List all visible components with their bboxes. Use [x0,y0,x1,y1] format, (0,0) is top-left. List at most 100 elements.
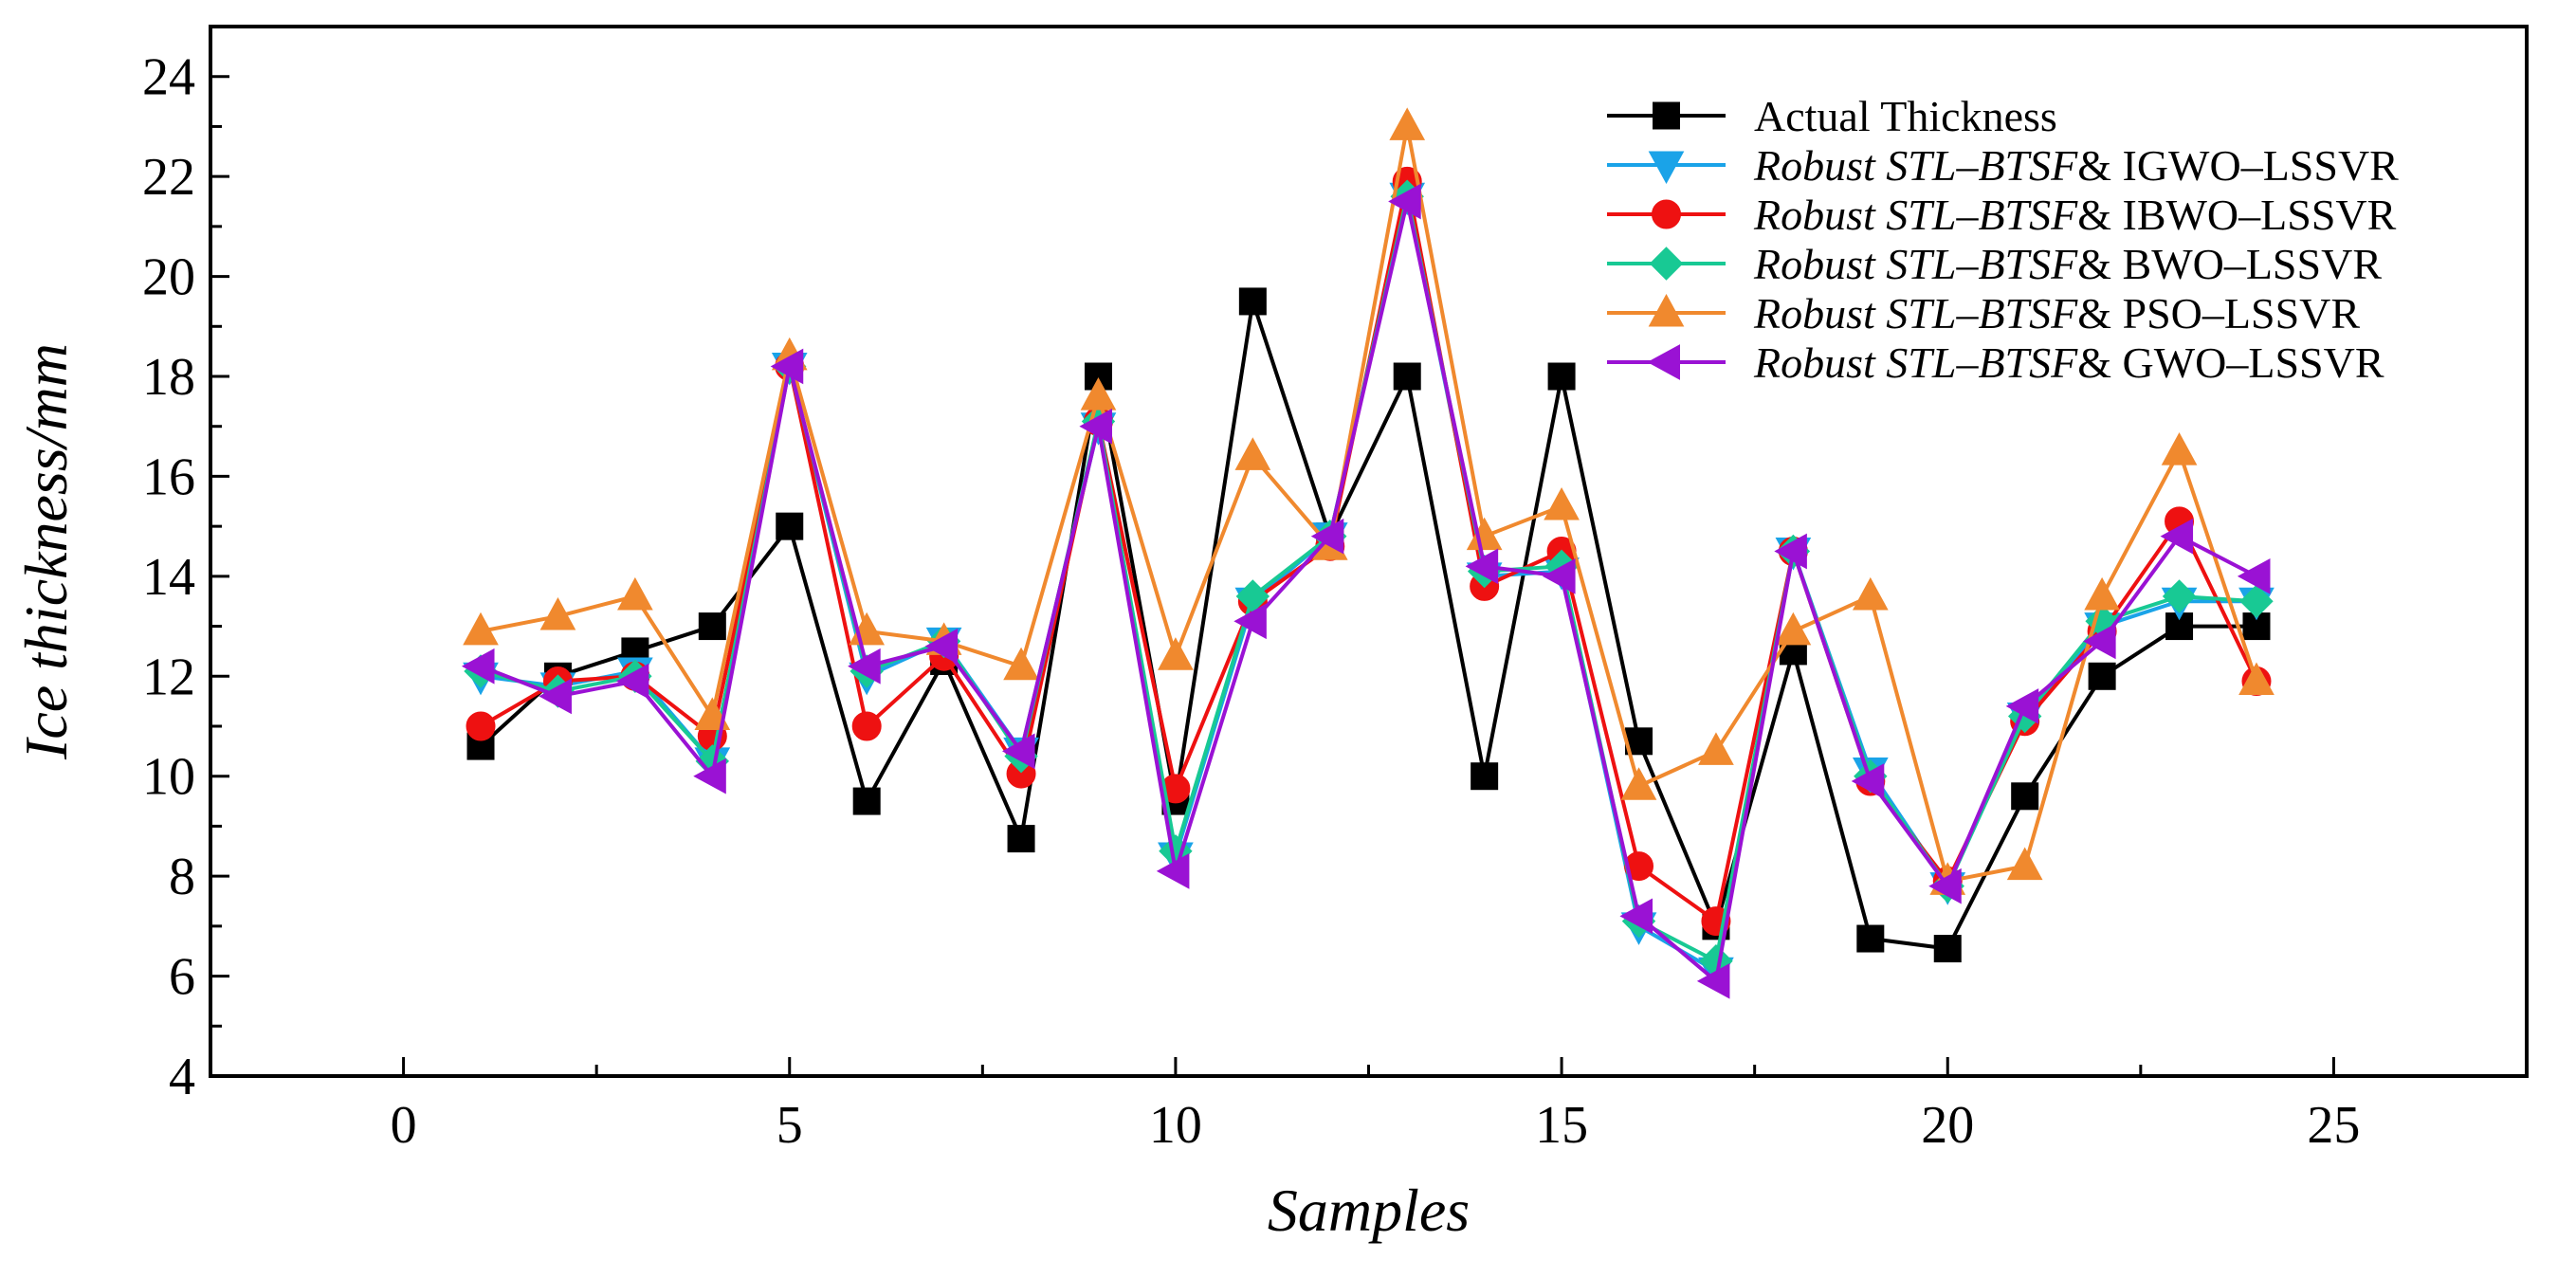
data-point [1775,612,1812,646]
plot-frame [209,25,2529,1078]
series-6 [461,183,2271,999]
x-tick-label: 0 [391,1096,417,1155]
data-point [1620,767,1657,800]
data-point [2161,432,2198,466]
data-point [2088,662,2116,690]
data-point [924,628,959,665]
legend-label: Actual Thickness [1754,92,2057,140]
series-line [480,199,2257,983]
y-tick-label: 8 [169,848,195,906]
data-point [1079,408,1112,445]
legend-item: Robust STL–BTSF& IGWO–LSSVR [1607,141,2399,190]
y-tick-label: 20 [142,248,195,307]
x-tick-label: 15 [1535,1096,1588,1155]
y-axis-title: Ice thickness/mm [12,343,80,760]
data-point [1619,898,1653,935]
x-tick-label: 10 [1149,1096,1202,1155]
data-point [1625,727,1653,756]
data-point [1624,851,1654,882]
data-point [615,663,649,700]
data-point [2006,847,2043,881]
data-point [1007,825,1035,853]
data-point [1158,637,1194,670]
legend-item: Robust STL–BTSF& IBWO–LSSVR [1607,191,2397,239]
data-point [1471,762,1499,791]
x-tick-label: 5 [776,1096,803,1155]
data-point [1238,287,1267,316]
legend-marker [1648,151,1685,185]
data-point [1389,107,1426,140]
data-point [2084,576,2120,611]
data-point [1928,867,1962,904]
data-point [1310,518,1344,555]
data-point [2005,688,2039,724]
data-point [2239,584,2274,618]
legend-label: Robust STL–BTSF& BWO–LSSVR [1753,240,2382,288]
series-layer [461,107,2275,999]
data-point [2011,782,2039,811]
series-line [479,299,2256,951]
legend-marker [1649,246,1684,281]
data-point [1002,733,1035,770]
y-tick-label: 24 [142,48,195,107]
legend-item: Actual Thickness [1607,92,2057,140]
data-point [1393,362,1421,391]
legend-marker [1647,344,1680,380]
legend-item: Robust STL–BTSF& GWO–LSSVR [1607,338,2384,387]
data-point [1544,487,1580,520]
data-point [1698,732,1734,765]
data-point [539,678,572,715]
data-point [1080,377,1117,411]
y-tick-label: 16 [142,447,195,506]
data-point [698,612,726,641]
legend-label: Robust STL–BTSF& IGWO–LSSVR [1753,141,2399,190]
data-point [770,348,804,385]
data-point [852,787,881,815]
legend-label: Robust STL–BTSF& PSO–LSSVR [1753,289,2360,338]
y-tick-label: 18 [142,348,195,407]
data-point [1933,935,1962,963]
y-tick-label: 22 [142,148,195,207]
data-point [2083,623,2116,660]
data-point [1547,362,1576,391]
data-point [2238,662,2275,696]
x-tick-label: 20 [1921,1096,1974,1155]
data-point [1156,853,1190,889]
data-point [461,648,495,685]
data-point [1696,963,1730,999]
legend-item: Robust STL–BTSF& PSO–LSSVR [1607,289,2360,338]
legend-marker [1652,199,1681,229]
x-tick-label: 25 [2307,1096,2360,1155]
legend-marker [1653,101,1680,130]
data-point [1233,603,1267,640]
data-point [1388,183,1421,220]
data-point [848,648,881,685]
y-tick-label: 10 [142,748,195,807]
data-point [776,512,804,540]
data-point [1774,533,1807,570]
data-point [1084,362,1112,391]
data-point [693,758,726,794]
data-point [1852,576,1889,611]
data-point [466,711,496,741]
data-point [1465,548,1499,585]
data-point [539,596,576,630]
y-tick-label: 6 [169,948,195,1007]
y-tick-label: 12 [142,648,195,706]
data-point [2237,558,2271,594]
data-point [617,576,653,611]
data-point [463,612,499,646]
data-point [1856,924,1885,953]
data-point [851,711,882,741]
x-axis-title: Samples [1268,1177,1470,1244]
legend-label: Robust STL–BTSF& IBWO–LSSVR [1753,191,2397,239]
y-tick-label: 4 [169,1048,195,1106]
legend-marker [1648,293,1685,327]
data-point [1234,437,1271,470]
data-point [2162,579,2197,613]
y-tick-label: 14 [142,548,195,607]
legend-item: Robust STL–BTSF& BWO–LSSVR [1607,240,2382,288]
data-point [1851,763,1885,799]
